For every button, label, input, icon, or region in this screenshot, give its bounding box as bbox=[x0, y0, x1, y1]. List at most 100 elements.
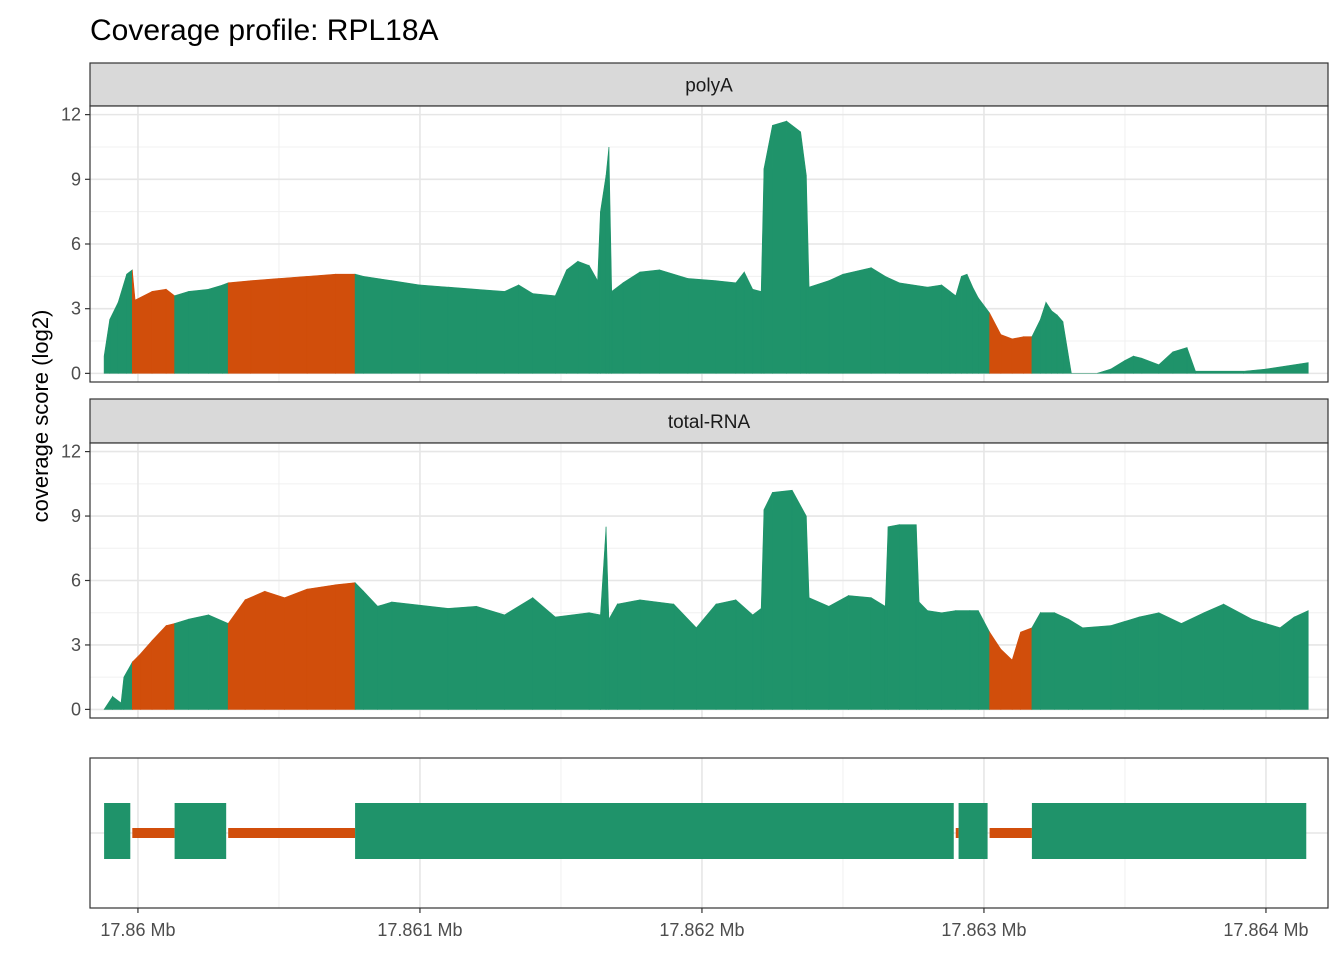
coverage-bar bbox=[1040, 612, 1055, 710]
exon-block bbox=[104, 803, 131, 859]
coverage-bar bbox=[687, 278, 717, 374]
intron-line bbox=[132, 828, 175, 838]
coverage-bar bbox=[264, 590, 285, 710]
y-tick-label: 6 bbox=[71, 234, 81, 254]
coverage-bar bbox=[828, 273, 844, 374]
coverage-bar bbox=[419, 284, 449, 374]
panel-polyA: polyA 0 3 6 9 12 bbox=[61, 62, 1329, 383]
y-tick-label: 3 bbox=[71, 635, 81, 655]
coverage-bar bbox=[1138, 612, 1160, 710]
coverage-bar bbox=[174, 291, 190, 374]
coverage-bar bbox=[335, 273, 356, 374]
coverage-bar bbox=[1031, 611, 1041, 710]
coverage-bar bbox=[476, 288, 505, 374]
coverage-bar bbox=[1045, 301, 1052, 374]
coverage-bar bbox=[639, 599, 675, 710]
facet-panels: polyA 0 3 6 9 12 total-RNA 0 3 6 9 12 bbox=[61, 62, 1329, 719]
coverage-bar bbox=[1223, 603, 1253, 710]
coverage-bar bbox=[284, 588, 308, 710]
coverage-bar bbox=[786, 120, 801, 374]
coverage-bar bbox=[363, 590, 378, 710]
y-tick-label: 0 bbox=[71, 363, 81, 383]
gene-track-border bbox=[89, 757, 1329, 909]
y-axis-label: coverage score (log2) bbox=[28, 310, 53, 523]
exon-block bbox=[1031, 803, 1307, 859]
coverage-bar bbox=[1000, 648, 1013, 710]
coverage-bar bbox=[899, 524, 917, 710]
coverage-bar bbox=[735, 271, 745, 374]
y-tick-label: 12 bbox=[61, 442, 81, 462]
coverage-bar bbox=[363, 275, 393, 374]
coverage-bar bbox=[961, 273, 968, 374]
coverage-bar bbox=[842, 267, 872, 374]
coverage-bar bbox=[884, 275, 900, 374]
x-tick-label: 17.864 Mb bbox=[1223, 920, 1308, 940]
intron-line bbox=[989, 828, 1032, 838]
coverage-bar bbox=[504, 597, 534, 710]
coverage-bar bbox=[1133, 355, 1143, 374]
x-axis: 17.86 Mb 17.861 Mb 17.862 Mb 17.863 Mb 17.86… bbox=[100, 908, 1308, 940]
coverage-bar bbox=[1023, 336, 1033, 374]
coverage-bar bbox=[1265, 362, 1309, 374]
coverage-bar bbox=[870, 267, 886, 374]
coverage-bar bbox=[1158, 612, 1182, 710]
coverage-bar bbox=[1293, 610, 1309, 710]
coverage-bar bbox=[1020, 627, 1033, 710]
coverage-bar bbox=[306, 584, 336, 710]
coverage-bar bbox=[605, 146, 610, 374]
coverage-bar bbox=[588, 264, 598, 374]
coverage-bar bbox=[763, 125, 773, 374]
coverage-bar bbox=[278, 276, 308, 374]
y-tick-label: 9 bbox=[71, 506, 81, 526]
coverage-bar bbox=[659, 269, 689, 374]
coverage-bar bbox=[752, 607, 762, 710]
coverage-bar bbox=[1181, 612, 1205, 710]
coverage-bar bbox=[132, 652, 142, 710]
coverage-bar bbox=[608, 602, 618, 710]
coverage-bar bbox=[1054, 612, 1069, 710]
coverage-bar bbox=[126, 269, 133, 374]
coverage-bar bbox=[927, 610, 942, 710]
coverage-bar bbox=[611, 282, 624, 374]
coverage-bar bbox=[165, 623, 175, 710]
coverage-bar bbox=[1279, 616, 1295, 710]
facet-strip-label: total-RNA bbox=[668, 412, 751, 433]
coverage-bar bbox=[335, 582, 356, 710]
coverage-bar bbox=[918, 601, 928, 710]
coverage-bar bbox=[972, 286, 979, 374]
coverage-bar bbox=[1124, 616, 1140, 710]
coverage-bar bbox=[870, 597, 886, 710]
intron-line bbox=[228, 828, 356, 838]
coverage-bar bbox=[222, 282, 229, 374]
coverage-bar bbox=[447, 605, 477, 710]
coverage-bar bbox=[208, 614, 229, 710]
y-tick-label: 12 bbox=[61, 105, 81, 125]
coverage-bar bbox=[1011, 336, 1024, 374]
coverage-bar bbox=[639, 269, 660, 374]
coverage-bar bbox=[391, 601, 449, 710]
coverage-bar bbox=[828, 595, 849, 710]
coverage-bar bbox=[227, 280, 252, 374]
coverage-bar bbox=[955, 610, 971, 710]
coverage-bar bbox=[800, 131, 807, 374]
coverage-bar bbox=[808, 280, 830, 374]
coverage-bar bbox=[715, 280, 737, 374]
panel-border bbox=[89, 105, 1329, 383]
coverage-bar bbox=[306, 273, 336, 374]
coverage-bar bbox=[555, 612, 590, 710]
coverage-bar bbox=[244, 590, 266, 710]
coverage-bar bbox=[134, 290, 153, 374]
coverage-bar bbox=[1082, 625, 1112, 710]
coverage-bar bbox=[447, 286, 477, 374]
coverage-bar bbox=[577, 260, 590, 374]
y-tick-label: 6 bbox=[71, 571, 81, 591]
coverage-bar bbox=[743, 271, 754, 374]
coverage-bar bbox=[887, 524, 900, 710]
coverage-bar bbox=[1056, 314, 1064, 374]
exon-block bbox=[958, 803, 988, 859]
coverage-bar bbox=[715, 599, 737, 710]
x-tick-label: 17.861 Mb bbox=[377, 920, 462, 940]
chart-title: Coverage profile: RPL18A bbox=[90, 14, 439, 47]
coverage-bar bbox=[600, 174, 607, 374]
